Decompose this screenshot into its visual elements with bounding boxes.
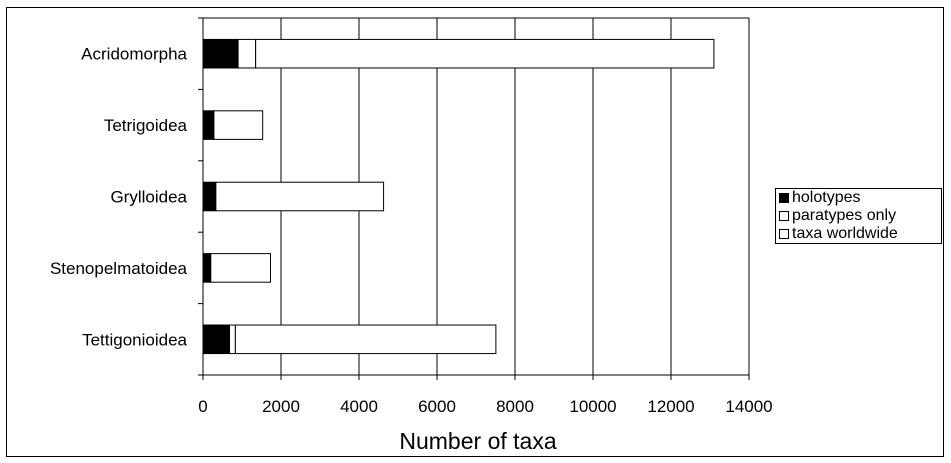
bar-holotypes-tettigonioidea — [202, 324, 231, 355]
bar-taxa-worldwide-stenopelmatoidea — [210, 253, 271, 283]
bar-paratypes-only-tettigonioidea — [229, 324, 236, 355]
bar-holotypes-stenopelmatoidea — [202, 253, 212, 283]
x-tick-label: 6000 — [418, 397, 456, 416]
axes — [198, 17, 750, 380]
legend-label-holotypes: holotypes — [792, 189, 861, 206]
x-tick-label: 2000 — [262, 397, 300, 416]
legend-swatch-holotypes — [779, 193, 789, 203]
legend-swatch-taxa-worldwide — [779, 229, 789, 239]
y-category-label: Tettigonioidea — [82, 330, 187, 349]
bar-holotypes-acridomorpha — [202, 38, 239, 69]
y-category-labels: Acridomorpha Tetrigoidea Grylloidea Stenope… — [50, 45, 188, 350]
x-tick-label: 4000 — [340, 397, 378, 416]
y-category-label: Grylloidea — [110, 188, 187, 207]
x-tick-label: 0 — [198, 397, 207, 416]
legend-swatch-paratypes-only — [779, 211, 789, 221]
legend: holotypes paratypes only taxa worldwide — [775, 188, 942, 244]
legend-item-taxa-worldwide: taxa worldwide — [779, 225, 938, 243]
y-category-label: Stenopelmatoidea — [50, 259, 188, 278]
bar-paratypes-only-acridomorpha — [237, 38, 257, 69]
bar-taxa-worldwide-tettigonioidea — [234, 324, 497, 355]
y-category-label: Tetrigoidea — [104, 116, 188, 135]
y-category-label: Acridomorpha — [81, 45, 187, 64]
bars — [202, 38, 715, 355]
legend-item-holotypes: holotypes — [779, 189, 938, 207]
legend-item-paratypes-only: paratypes only — [779, 207, 938, 225]
bar-taxa-worldwide-tetrigoidea — [213, 110, 264, 140]
gridlines — [203, 17, 750, 375]
x-axis-title: Number of taxa — [399, 428, 556, 454]
bar-holotypes-grylloidea — [202, 181, 217, 212]
bar-taxa-worldwide-acridomorpha — [255, 38, 715, 69]
x-tick-label: 8000 — [496, 397, 534, 416]
bar-taxa-worldwide-grylloidea — [215, 181, 385, 212]
legend-label-taxa-worldwide: taxa worldwide — [792, 225, 898, 242]
x-tick-labels: 0 2000 4000 6000 8000 10000 12000 14000 — [198, 397, 772, 416]
x-tick-label: 12000 — [647, 397, 694, 416]
bar-holotypes-tetrigoidea — [202, 110, 215, 140]
x-tick-label: 14000 — [725, 397, 772, 416]
legend-label-paratypes-only: paratypes only — [792, 207, 897, 224]
x-tick-label: 10000 — [569, 397, 616, 416]
